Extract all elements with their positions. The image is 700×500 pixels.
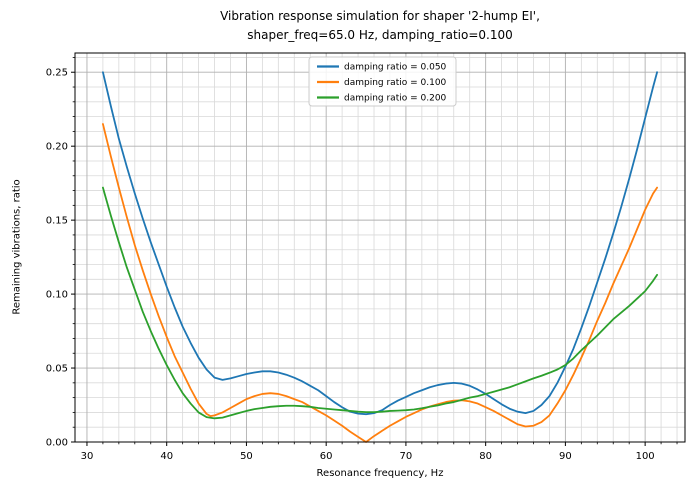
x-tick-label: 50 xyxy=(240,451,253,462)
x-tick-label: 70 xyxy=(400,451,413,462)
chart-title-line1: Vibration response simulation for shaper… xyxy=(220,9,540,23)
chart-title: Vibration response simulation for shaper… xyxy=(75,7,685,44)
legend-label-2: damping ratio = 0.200 xyxy=(344,94,447,104)
y-axis-label: Remaining vibrations, ratio xyxy=(11,179,23,315)
y-tick-label: 0.10 xyxy=(46,290,68,301)
axes-spines xyxy=(74,52,686,443)
legend-box xyxy=(308,56,457,107)
y-tick-label: 0.20 xyxy=(46,142,68,153)
x-tick-label: 60 xyxy=(320,451,333,462)
series-line-0 xyxy=(102,71,658,416)
x-axis-label: Resonance frequency, Hz xyxy=(316,468,444,479)
chart-title-line2: shaper_freq=65.0 Hz, damping_ratio=0.100 xyxy=(247,27,513,42)
y-tick-label: 0.25 xyxy=(46,68,68,79)
series-line-1 xyxy=(102,123,658,443)
x-tick-label: 100 xyxy=(636,451,655,462)
legend-label-1: damping ratio = 0.100 xyxy=(344,78,447,88)
legend-label-0: damping ratio = 0.050 xyxy=(344,63,447,73)
x-tick-label: 40 xyxy=(160,451,173,462)
x-tick-label: 30 xyxy=(81,451,94,462)
y-tick-label: 0.05 xyxy=(46,364,68,375)
x-tick-label: 80 xyxy=(479,451,492,462)
y-tick-label: 0.00 xyxy=(46,438,68,449)
y-tick-label: 0.15 xyxy=(46,216,68,227)
series-line-2 xyxy=(102,186,658,420)
x-tick-label: 90 xyxy=(559,451,572,462)
